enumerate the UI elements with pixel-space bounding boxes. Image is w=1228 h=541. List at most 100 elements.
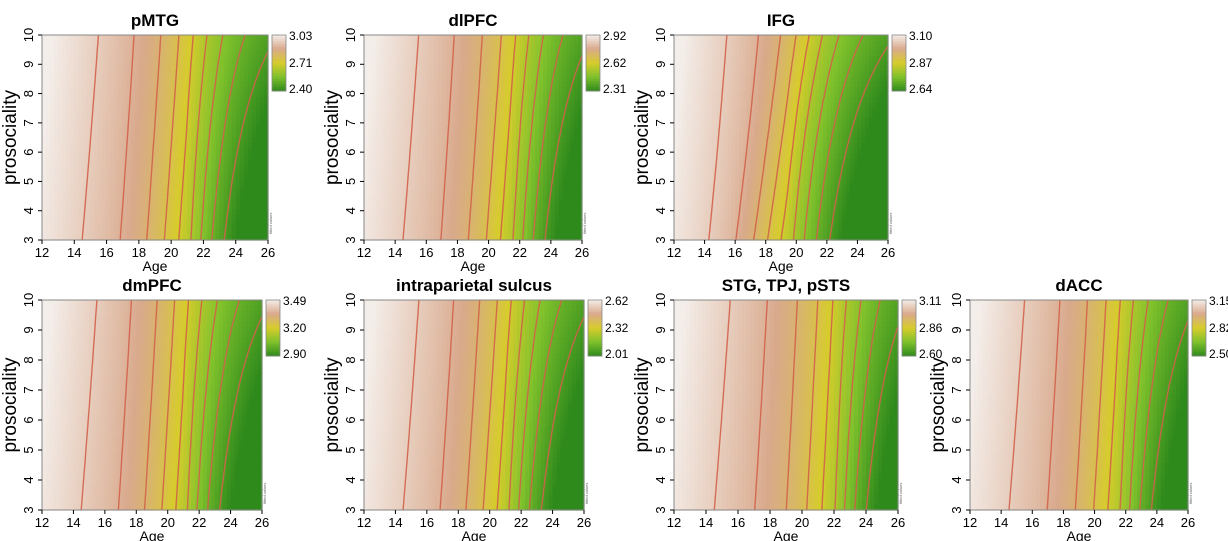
heatmap-cell (122, 55, 128, 62)
heatmap-cell (251, 106, 257, 113)
heatmap-cell (430, 229, 435, 236)
heatmap-cell (515, 214, 521, 221)
heatmap-cell (578, 40, 583, 46)
heatmap-cell (523, 229, 529, 236)
heatmap-cell (50, 178, 55, 185)
heatmap-cell (402, 86, 408, 92)
heatmap-cell (150, 219, 156, 226)
heatmap-cell (399, 101, 404, 108)
heatmap-cell (476, 106, 482, 113)
heatmap-cell (484, 106, 490, 113)
heatmap-cell (570, 224, 575, 231)
heatmap-cell (704, 183, 709, 190)
heatmap-cell (142, 106, 148, 113)
heatmap-cell (674, 35, 679, 41)
heatmap-cell (457, 96, 462, 103)
heatmap-cell (496, 50, 501, 57)
heatmap-cell (223, 45, 229, 51)
heatmap-cell (430, 45, 435, 51)
heatmap-cell (469, 35, 474, 41)
heatmap-cell (674, 55, 679, 62)
heatmap-cell (138, 158, 144, 164)
heatmap-cell (54, 178, 59, 185)
heatmap-cell (259, 117, 265, 123)
heatmap-cell (402, 40, 408, 46)
heatmap-cell (114, 81, 120, 87)
heatmap-cell (187, 55, 192, 62)
colorbar-segment (586, 65, 600, 68)
heatmap-cell (558, 224, 564, 231)
heatmap-cell (86, 219, 92, 226)
heatmap-cell (484, 70, 490, 77)
heatmap-cell (445, 193, 451, 200)
heatmap-cell (171, 173, 176, 180)
heatmap-cell (700, 106, 706, 113)
heatmap-cell (191, 229, 196, 236)
heatmap-cell (203, 55, 209, 62)
heatmap-cell (263, 234, 269, 241)
heatmap-cell (110, 183, 116, 190)
heatmap-cell (90, 60, 96, 67)
heatmap-cell (130, 163, 136, 169)
heatmap-cell (480, 40, 486, 46)
heatmap-cell (122, 86, 128, 92)
heatmap-cell (515, 204, 521, 210)
heatmap-cell (379, 111, 385, 118)
heatmap-cell (570, 101, 575, 108)
heatmap-cell (696, 70, 702, 77)
heatmap-cell (434, 55, 439, 62)
heatmap-cell (102, 35, 108, 41)
heatmap-cell (527, 111, 532, 118)
heatmap-cell (391, 178, 396, 185)
heatmap-cell (399, 229, 404, 236)
heatmap-cell (146, 40, 152, 46)
heatmap-cell (492, 76, 497, 82)
heatmap-cell (235, 188, 241, 195)
heatmap-cell (391, 76, 396, 82)
heatmap-cell (102, 111, 108, 118)
heatmap-cell (159, 234, 164, 241)
heatmap-cell (496, 55, 501, 62)
heatmap-cell (558, 70, 564, 77)
heatmap-cell (66, 147, 71, 154)
heatmap-cell (674, 50, 679, 57)
heatmap-cell (508, 81, 513, 87)
heatmap-cell (94, 234, 100, 241)
heatmap-cell (700, 65, 706, 72)
heatmap-cell (515, 106, 521, 113)
heatmap-cell (66, 137, 71, 144)
heatmap-cell (410, 229, 416, 236)
heatmap-cell (219, 60, 225, 67)
heatmap-cell (227, 229, 233, 236)
heatmap-cell (488, 106, 494, 113)
heatmap-cell (441, 111, 447, 118)
heatmap-cell (215, 101, 221, 108)
heatmap-cell (535, 96, 540, 103)
heatmap-cell (681, 70, 687, 77)
heatmap-cell (465, 65, 470, 72)
heatmap-cell (531, 127, 536, 133)
heatmap-cell (371, 188, 377, 195)
heatmap-cell (441, 101, 447, 108)
heatmap-cell (461, 193, 466, 200)
heatmap-cell (118, 122, 124, 128)
heatmap-cell (195, 158, 200, 164)
heatmap-cells (674, 35, 889, 241)
heatmap-cell (445, 158, 451, 164)
heatmap-cell (558, 188, 564, 195)
heatmap-cell (677, 188, 683, 195)
heatmap-cell (171, 193, 176, 200)
heatmap-cell (179, 101, 184, 108)
heatmap-cell (406, 91, 412, 98)
heatmap-cell (685, 158, 690, 164)
heatmap-cell (539, 193, 544, 200)
heatmap-cell (387, 70, 392, 77)
heatmap-cell (674, 193, 679, 200)
heatmap-cell (163, 168, 168, 174)
heatmap-cell (251, 50, 257, 57)
heatmap-cell (259, 35, 265, 41)
contour-lines (81, 34, 269, 241)
heatmap-cell (674, 204, 679, 210)
heatmap-cell (171, 81, 176, 87)
heatmap-cell (110, 50, 116, 57)
